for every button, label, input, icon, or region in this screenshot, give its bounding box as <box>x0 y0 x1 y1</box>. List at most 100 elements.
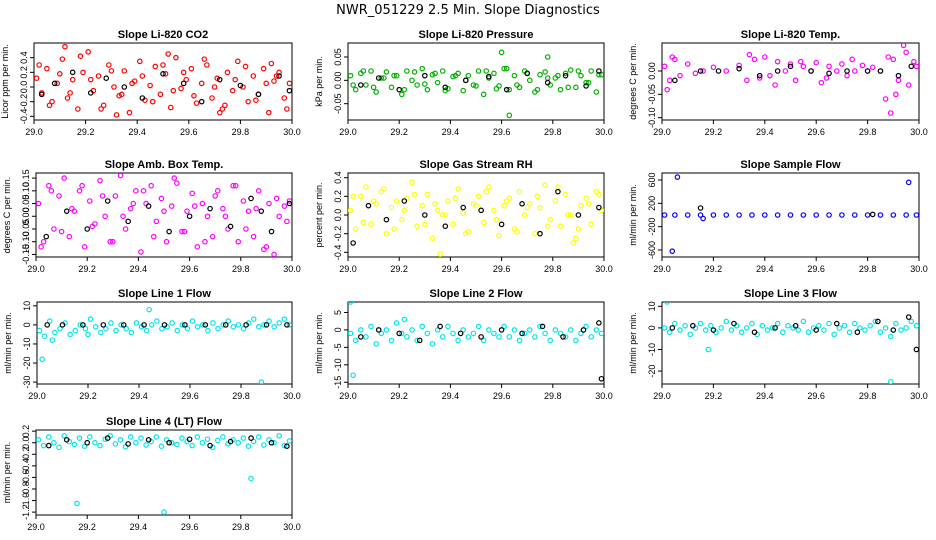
data-point-all <box>75 106 81 112</box>
plot-frame <box>35 429 293 516</box>
data-point-all <box>818 79 825 86</box>
data-point-all <box>797 58 804 65</box>
data-point-all <box>79 182 85 189</box>
data-point-all <box>697 212 704 218</box>
y-tick-label: 200 <box>647 196 657 211</box>
points-layer <box>348 49 604 119</box>
data-point-all <box>276 432 283 439</box>
data-point-all <box>56 444 62 451</box>
y-tick-label: 0.00 <box>647 62 657 80</box>
x-tick-label: 29.6 <box>493 264 511 274</box>
data-point-all <box>281 203 288 209</box>
data-point-all <box>516 337 523 344</box>
data-point-selected <box>202 322 209 328</box>
data-point-all <box>61 432 67 439</box>
data-point-all <box>749 212 755 218</box>
data-point-all <box>503 198 510 204</box>
data-point-selected <box>669 325 676 331</box>
y-tick-label: -5 <box>333 343 343 351</box>
data-point-all <box>243 226 249 232</box>
data-point-all <box>51 226 57 232</box>
data-point-all <box>398 330 405 337</box>
data-point-all <box>127 205 134 212</box>
panel-1: Slope Li-820 CO2 Licor ppm per min. 29.0 29… <box>0 29 301 137</box>
data-point-all <box>537 204 543 211</box>
data-point-all <box>393 72 400 79</box>
data-point-all <box>442 212 449 218</box>
data-point-all <box>506 334 513 340</box>
y-tick-label: -10 <box>333 358 343 371</box>
data-point-all <box>782 68 789 74</box>
points-layer <box>37 306 292 384</box>
data-point-all <box>903 325 909 331</box>
data-point-all <box>524 204 531 211</box>
data-point-all <box>391 72 397 79</box>
x-tick-label: 29.8 <box>859 264 877 274</box>
data-point-all <box>570 240 577 246</box>
data-point-all <box>250 73 257 79</box>
data-point-all <box>286 438 292 444</box>
data-point-all <box>823 75 830 81</box>
data-point-selected <box>672 77 678 84</box>
data-point-selected <box>697 68 704 74</box>
data-point-selected <box>478 207 484 214</box>
data-point-selected <box>166 439 172 446</box>
data-point-all <box>133 188 139 194</box>
data-point-all <box>127 434 134 440</box>
data-point-all <box>34 75 40 81</box>
data-point-all <box>230 182 236 189</box>
panel-title: Slope Line 3 Flow <box>744 288 837 300</box>
data-point-all <box>514 82 520 88</box>
data-point-all <box>46 318 53 324</box>
data-point-all <box>215 325 221 332</box>
x-tick-label: 29.0 <box>339 127 357 137</box>
data-point-selected <box>248 195 254 202</box>
data-point-all <box>363 334 369 340</box>
data-point-all <box>205 327 211 334</box>
data-point-all <box>62 43 68 50</box>
data-point-selected <box>751 329 758 336</box>
data-point-selected <box>45 442 52 449</box>
data-point-all <box>787 212 794 218</box>
data-point-all <box>160 62 166 68</box>
y-axis-label: degrees C per min. <box>2 177 12 254</box>
plot-frame <box>661 172 920 258</box>
data-point-all <box>547 337 554 344</box>
data-point-all <box>498 49 505 56</box>
data-point-all <box>445 198 451 204</box>
data-point-all <box>56 71 63 77</box>
data-point-all <box>598 71 604 78</box>
data-point-all <box>286 80 292 87</box>
data-point-all <box>475 193 482 200</box>
data-point-all <box>409 179 415 186</box>
y-tick-label: -0.4 <box>19 109 29 125</box>
data-point-all <box>388 337 395 344</box>
data-point-selected <box>442 223 449 230</box>
x-tick-label: 29.8 <box>232 522 250 532</box>
data-point-all <box>138 249 144 255</box>
data-point-all <box>381 75 387 81</box>
data-point-all <box>491 70 497 77</box>
x-tick-label: 29.2 <box>705 391 723 401</box>
x-tick-label: 29.2 <box>390 264 408 274</box>
data-point-all <box>567 327 574 333</box>
data-point-all <box>76 435 83 441</box>
data-point-all <box>74 500 80 507</box>
data-point-all <box>153 434 160 440</box>
x-tick-label: 29.2 <box>390 391 408 401</box>
data-point-all <box>191 203 198 209</box>
data-point-all <box>162 71 169 77</box>
data-point-all <box>573 337 579 344</box>
data-point-selected <box>263 322 270 328</box>
data-point-all <box>429 235 436 242</box>
data-point-all <box>718 325 724 331</box>
data-point-all <box>723 318 730 325</box>
data-point-all <box>774 320 781 327</box>
data-point-all <box>723 212 730 218</box>
data-point-all <box>57 325 63 332</box>
data-point-all <box>266 200 272 207</box>
data-point-all <box>72 327 79 334</box>
data-point-all <box>465 72 472 79</box>
data-point-all <box>352 226 359 232</box>
data-point-selected <box>457 330 464 337</box>
